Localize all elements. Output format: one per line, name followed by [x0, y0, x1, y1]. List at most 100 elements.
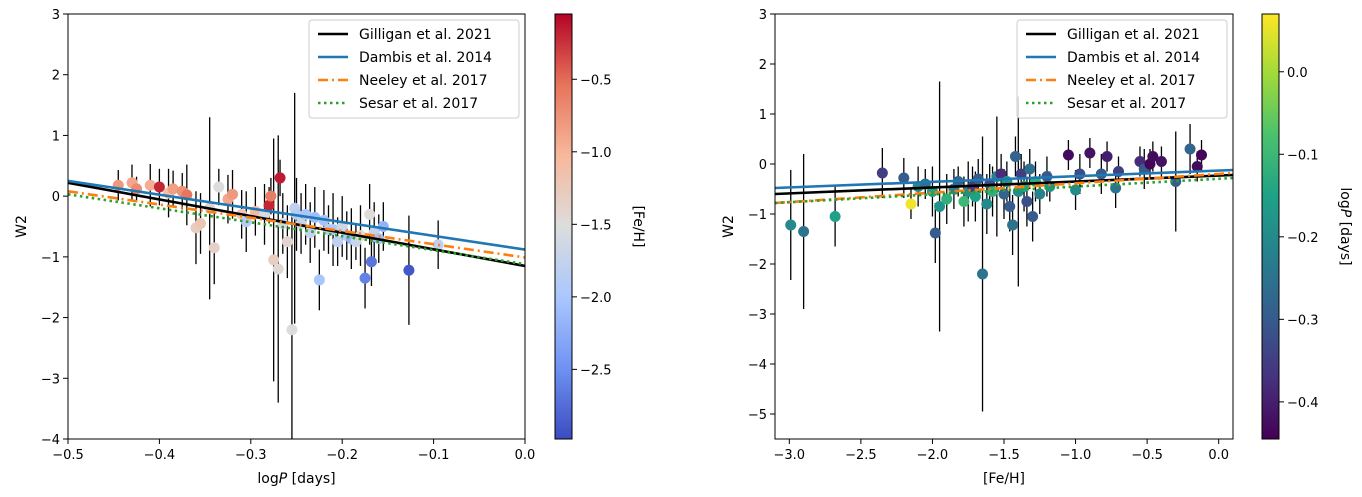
y-tick-label: 1 [759, 108, 767, 123]
fit-line [775, 176, 1233, 205]
x-tick-label: −0.5 [1131, 448, 1163, 463]
y-tick-label: 3 [52, 8, 60, 23]
data-point [1007, 219, 1019, 231]
x-axis-label: [Fe/H] [983, 471, 1025, 487]
legend-box [1016, 19, 1228, 119]
data-point [1034, 188, 1046, 200]
plot-area [775, 81, 1233, 412]
legend-label: Gilligan et al. 2021 [359, 27, 492, 43]
y-tick-label: 1 [52, 129, 60, 144]
data-point [1084, 147, 1096, 159]
data-point [785, 219, 797, 231]
x-axis-label: logP [days] [257, 471, 335, 487]
legend-label: Sesar et al. 2017 [1067, 96, 1186, 112]
y-tick-label: 0 [759, 158, 767, 173]
y-tick-label: 2 [52, 69, 60, 84]
colorbar-tick-label: −1.5 [580, 218, 612, 233]
data-point [905, 198, 917, 210]
legend-label: Dambis et al. 2014 [359, 50, 492, 66]
legend: Gilligan et al. 2021 Dambis et al. 2014 Ne… [308, 19, 520, 119]
data-point [1027, 211, 1039, 222]
plot-area [68, 92, 525, 439]
fit-line [68, 189, 525, 259]
data-point [208, 242, 220, 254]
data-point [969, 191, 981, 202]
x-tick-label: −2.5 [845, 448, 877, 463]
data-point [364, 208, 376, 220]
y-tick-label: 3 [759, 8, 767, 23]
x-axis-label-text: log [257, 471, 278, 487]
data-point [958, 196, 970, 207]
x-tick-label: −0.4 [144, 448, 176, 463]
colorbar: −2.5 −2.0 −1.5 −1.0 −0.5 [Fe/H] [554, 13, 646, 440]
colorbar-label-text: log [1337, 187, 1353, 208]
data-point [1070, 184, 1082, 196]
fit-line [68, 193, 525, 266]
data-point [313, 274, 325, 286]
y-tick-label: −3 [748, 308, 767, 323]
x-tick-label: −3.0 [774, 448, 806, 463]
data-point [359, 272, 371, 284]
colorbar-tick-label: −0.1 [1287, 148, 1319, 163]
data-point [1074, 168, 1086, 180]
colorbar: −0.4 −0.3 −0.2 −0.1 0.0 logP [days] [1261, 13, 1353, 440]
colorbar-tick-label: −0.3 [1287, 313, 1319, 328]
data-point [227, 188, 239, 200]
y-axis-label: W2 [721, 215, 737, 238]
colorbar-label: logP [days] [1337, 187, 1353, 265]
data-point [167, 183, 179, 195]
x-tick-label: −0.2 [326, 448, 358, 463]
data-point [1024, 163, 1036, 175]
y-tick-label: −3 [41, 372, 60, 387]
data-point [274, 172, 286, 184]
data-point [332, 236, 344, 248]
y-tick-label: −4 [41, 433, 60, 448]
data-point [1155, 156, 1167, 167]
data-point [1101, 151, 1113, 162]
data-point [144, 179, 156, 191]
data-point [876, 167, 888, 179]
data-point [1009, 151, 1021, 162]
data-point [286, 324, 298, 336]
colorbar-tick-label: −2.0 [580, 291, 612, 306]
data-point [1062, 149, 1074, 161]
legend-label: Neeley et al. 2017 [359, 73, 488, 89]
colorbar-tick-label: −1.0 [580, 146, 612, 161]
data-point [934, 201, 946, 212]
data-point [195, 217, 207, 229]
data-point [977, 268, 989, 280]
data-point [1184, 143, 1196, 155]
y-tick-label: −5 [748, 408, 767, 423]
data-point [1021, 196, 1033, 207]
data-point [153, 181, 165, 193]
colorbar-tick-label: −2.5 [580, 363, 612, 378]
x-tick-label: −0.1 [418, 448, 450, 463]
x-tick-label: −0.5 [52, 448, 84, 463]
colorbar-tick-label: −0.5 [580, 73, 612, 88]
data-point [995, 168, 1007, 180]
x-tick-label: −0.3 [235, 448, 267, 463]
fit-line [68, 179, 525, 251]
x-tick-label: −1.0 [1060, 448, 1092, 463]
colorbar-label-italic: P [1337, 209, 1353, 218]
legend-label: Sesar et al. 2017 [359, 96, 478, 112]
x-tick-label: 0.0 [515, 448, 536, 463]
data-point [929, 227, 941, 239]
legend-box [308, 19, 520, 119]
x-axis-label-italic: P [279, 471, 288, 487]
y-axis-label: W2 [14, 215, 30, 238]
y-tick-label: −1 [41, 251, 60, 266]
data-point [998, 188, 1010, 200]
colorbar-bar [1261, 13, 1280, 440]
legend-label: Gilligan et al. 2021 [1067, 27, 1200, 43]
y-tick-label: −1 [748, 208, 767, 223]
colorbar-label-unit: [days] [1337, 217, 1353, 265]
y-tick-label: −4 [748, 358, 767, 373]
data-point [1196, 149, 1208, 161]
colorbar-bar [554, 13, 573, 440]
colorbar-tick-label: −0.2 [1287, 231, 1319, 246]
axes-frame [67, 13, 526, 440]
data-point [265, 190, 277, 202]
colorbar-label: [Fe/H] [630, 205, 646, 247]
data-point [941, 193, 953, 205]
